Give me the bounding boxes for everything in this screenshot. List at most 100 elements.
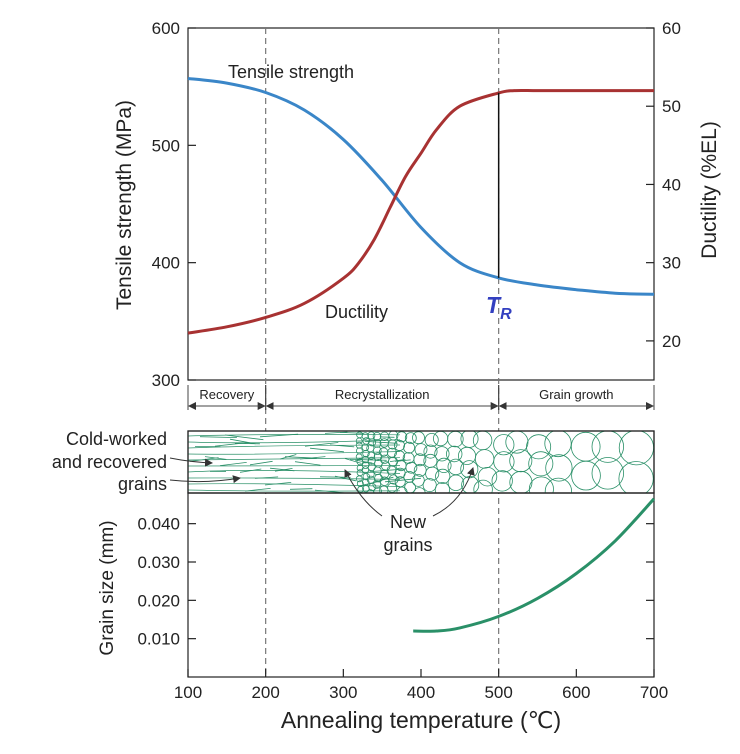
bottom-axis-ticks: 0.010 0.020 0.030 0.040 100 200 300 400 500 600 70… xyxy=(137,515,668,702)
recrystallized-grain xyxy=(355,475,363,483)
cold-worked-grain xyxy=(188,439,401,444)
recrystallized-grain xyxy=(387,439,398,450)
recrystallized-grain xyxy=(396,431,408,443)
new-grains-label-line1: New xyxy=(390,512,427,532)
stage-label: Recovery xyxy=(199,387,254,402)
recrystallized-grain xyxy=(544,431,572,458)
recrystallized-grain xyxy=(372,431,382,441)
cold-worked-grain xyxy=(339,432,364,434)
grain-size-axis-title: Grain size (mm) xyxy=(97,520,118,655)
tr-label-subscript: R xyxy=(500,306,512,323)
recrystallized-grain xyxy=(361,455,370,464)
tr-label-main: T xyxy=(486,292,502,318)
new-grains-label-line2: grains xyxy=(383,535,432,555)
recrystallized-grain xyxy=(404,432,417,445)
grain-y-tick-label: 0.020 xyxy=(137,591,180,610)
recrystallized-grain xyxy=(356,464,364,472)
right-y-tick-label: 60 xyxy=(662,19,681,38)
recrystallized-grain xyxy=(362,461,370,469)
x-tick-label: 100 xyxy=(174,683,202,702)
x-tick-label: 200 xyxy=(251,683,279,702)
cold-worked-grain xyxy=(188,444,401,449)
grain-y-tick-label: 0.010 xyxy=(137,630,180,649)
recrystallized-grain xyxy=(423,444,438,459)
right-y-tick-label: 20 xyxy=(662,332,681,351)
cold-worked-grain xyxy=(344,458,362,464)
cold-worked-grain xyxy=(249,460,273,466)
recrystallized-grain xyxy=(403,441,416,454)
x-tick-label: 600 xyxy=(562,683,590,702)
new-grains-arrow-2 xyxy=(432,467,475,517)
recrystallized-grain xyxy=(413,487,426,493)
cold-worked-grain xyxy=(319,476,351,478)
left-y-axis-title: Tensile strength (MPa) xyxy=(113,100,136,310)
recrystallized-grain xyxy=(591,457,625,490)
cold-worked-grain xyxy=(188,434,401,437)
cold-worked-grain xyxy=(199,436,237,438)
recrystallized-grain xyxy=(368,438,377,447)
recrystallized-grain xyxy=(618,461,654,493)
recrystallized-grain xyxy=(394,476,406,488)
recrystallized-grain xyxy=(528,476,554,493)
cold-worked-grain xyxy=(224,434,264,441)
top-plot-frame xyxy=(187,27,655,381)
recrystallized-grain xyxy=(362,449,370,458)
recrystallized-grain xyxy=(388,474,399,485)
recrystallized-grain xyxy=(509,449,533,473)
recrystallized-grain xyxy=(545,454,573,482)
recrystallized-grain xyxy=(372,446,382,456)
recrystallized-grain xyxy=(509,470,533,493)
cold-worked-grain xyxy=(188,489,401,492)
right-y-tick-label: 50 xyxy=(662,97,681,116)
recrystallized-grain xyxy=(368,482,377,491)
x-tick-label: 400 xyxy=(407,683,435,702)
ductility-series xyxy=(187,88,654,335)
recrystallized-grain xyxy=(435,468,451,484)
cold-worked-arrow-2 xyxy=(169,475,241,484)
new-grains-arrow-1 xyxy=(344,469,383,517)
right-y-tick-label: 30 xyxy=(662,254,681,273)
recrystallized-grain xyxy=(447,474,465,492)
cold-worked-grain xyxy=(188,451,401,455)
grain-microstructure xyxy=(188,431,654,493)
recrystallized-grain xyxy=(366,489,375,493)
recrystallized-grain xyxy=(404,481,416,493)
recrystallized-grain xyxy=(357,485,365,493)
recrystallized-grain xyxy=(355,437,363,445)
cold-worked-grain xyxy=(354,459,373,464)
right-y-axis-title: Ductility (%EL) xyxy=(698,121,721,259)
recrystallized-grain xyxy=(378,447,389,457)
cold-worked-label-line3: grains xyxy=(118,474,167,494)
tr-label: TR xyxy=(486,292,512,323)
recrystallized-grain xyxy=(505,431,529,454)
cold-worked-grain xyxy=(188,470,401,474)
right-y-tick-label: 40 xyxy=(662,175,681,194)
recrystallized-grain xyxy=(405,461,418,474)
recrystallized-grain xyxy=(434,446,450,462)
grain-y-tick-label: 0.030 xyxy=(137,553,180,572)
cold-worked-grain xyxy=(314,489,350,493)
stage-boundaries xyxy=(265,28,500,677)
x-tick-label: 700 xyxy=(640,683,668,702)
recrystallized-grain xyxy=(493,434,515,456)
recrystallized-grain xyxy=(412,431,425,445)
cold-worked-label-line2: and recovered xyxy=(52,452,167,472)
top-axis-ticks: 300 400 500 600 20 30 40 50 60 xyxy=(152,19,681,390)
cold-worked-grain xyxy=(234,442,260,445)
recrystallized-grain xyxy=(591,431,624,463)
recrystallized-grain xyxy=(526,434,552,460)
left-y-tick-label: 400 xyxy=(152,254,180,273)
recrystallized-grain xyxy=(493,451,515,473)
recrystallized-grain xyxy=(355,453,363,461)
left-y-tick-label: 600 xyxy=(152,19,180,38)
grain-size-series xyxy=(413,497,656,633)
recrystallized-grain xyxy=(491,470,513,492)
cold-worked-grain xyxy=(369,468,407,472)
left-y-tick-label: 500 xyxy=(152,136,180,155)
cold-worked-grain xyxy=(384,477,421,483)
cold-worked-grain xyxy=(219,462,247,466)
x-tick-label: 300 xyxy=(329,683,357,702)
left-y-tick-label: 300 xyxy=(152,371,180,390)
recrystallized-grain xyxy=(367,451,376,460)
